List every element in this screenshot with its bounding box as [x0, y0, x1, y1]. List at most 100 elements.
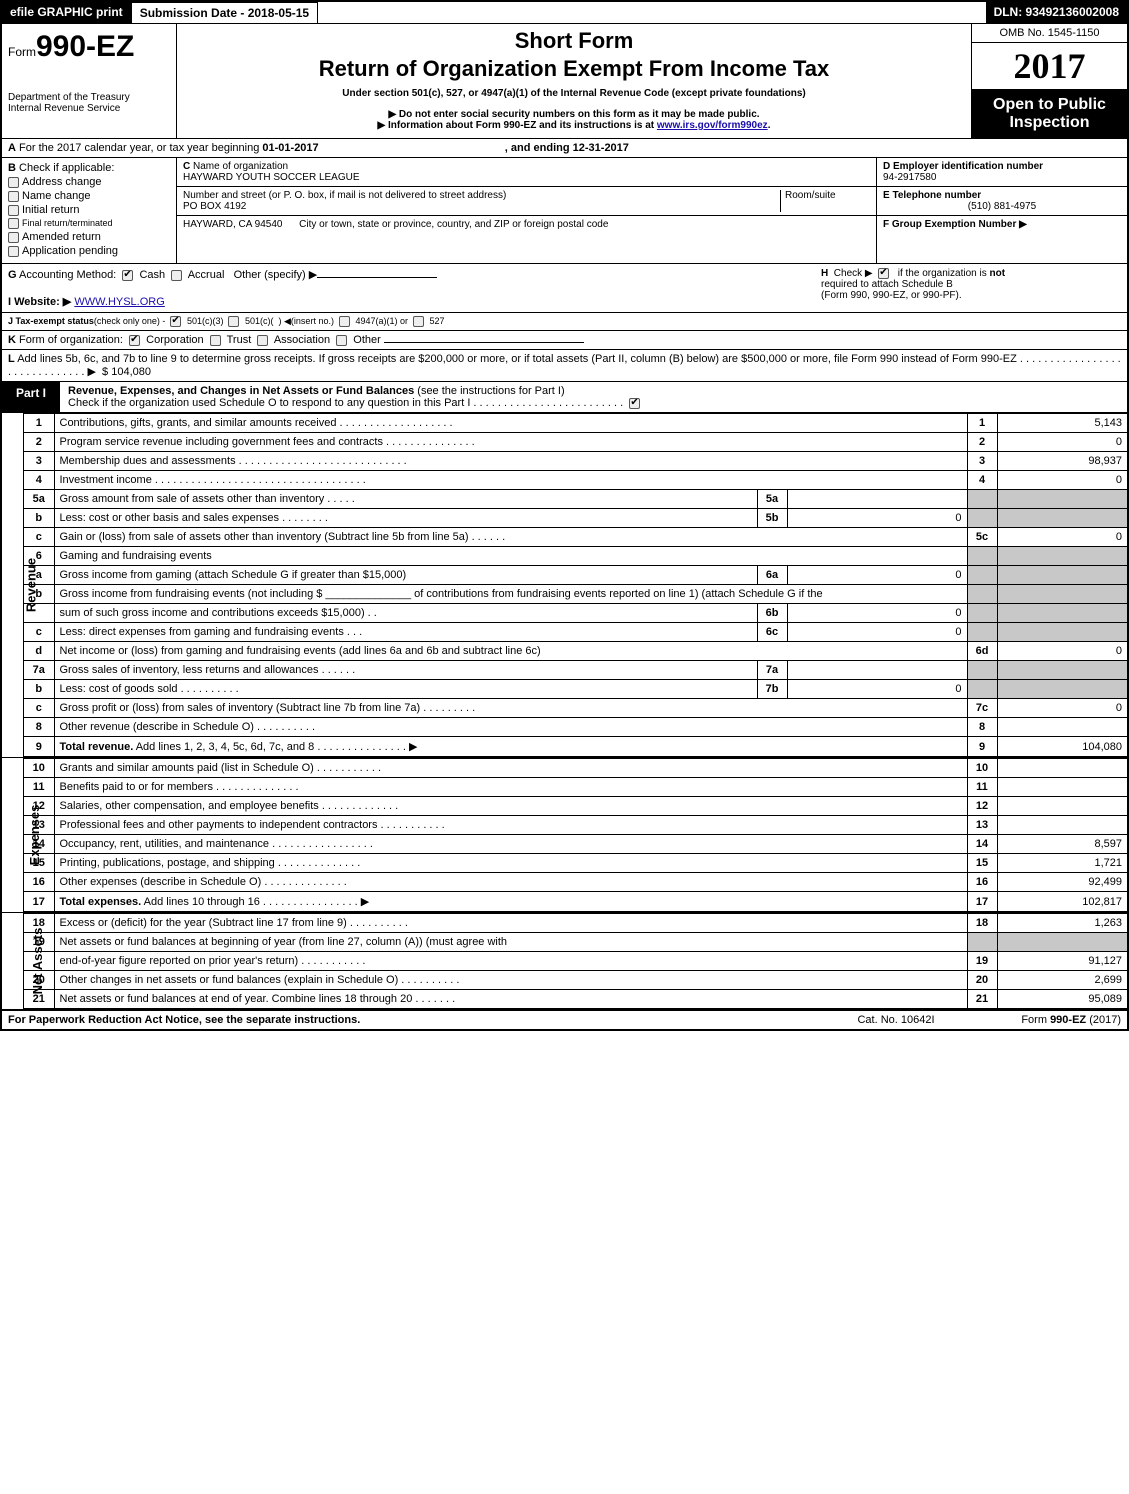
h-not: not — [989, 268, 1005, 279]
check-name-change[interactable]: Name change — [8, 190, 170, 202]
check-address-change[interactable]: Address change — [8, 176, 170, 188]
part-i-subline: Check if the organization used Schedule … — [68, 397, 623, 409]
big-value: 91,127 — [997, 952, 1127, 971]
big-line-number: 4 — [967, 471, 997, 490]
big-line-number: 3 — [967, 452, 997, 471]
instr2-link[interactable]: www.irs.gov/form990ez — [657, 120, 768, 131]
netassets-section: Net Assets 18Excess or (deficit) for the… — [2, 913, 1127, 1011]
big-line-number: 21 — [967, 990, 997, 1009]
revenue-label-text: Revenue — [24, 558, 39, 612]
check-application-pending[interactable]: Application pending — [8, 245, 170, 257]
big-line-number — [967, 604, 997, 623]
efile-badge: efile GRAPHIC print — [2, 2, 131, 24]
line-a-mid: , and ending — [505, 142, 573, 154]
small-value — [787, 661, 967, 680]
footer-row: For Paperwork Reduction Act Notice, see … — [2, 1011, 1127, 1029]
table-row: 3Membership dues and assessments . . . .… — [24, 452, 1127, 471]
big-value — [997, 566, 1127, 585]
small-value: 0 — [787, 623, 967, 642]
checkbox-icon[interactable] — [122, 270, 133, 281]
big-line-number — [967, 680, 997, 699]
small-value: 0 — [787, 509, 967, 528]
checkbox-icon[interactable] — [170, 316, 181, 327]
instr-1: ▶ Do not enter social security numbers o… — [187, 109, 961, 120]
big-line-number: 12 — [967, 797, 997, 816]
line-number: c — [24, 699, 54, 718]
netassets-side-label: Net Assets — [2, 913, 24, 1009]
checkbox-icon[interactable] — [210, 335, 221, 346]
line-number: 10 — [24, 759, 54, 778]
big-line-number: 13 — [967, 816, 997, 835]
main-title: Return of Organization Exempt From Incom… — [187, 56, 961, 82]
table-row: 5aGross amount from sale of assets other… — [24, 490, 1127, 509]
big-line-number — [967, 623, 997, 642]
table-row: cGain or (loss) from sale of assets othe… — [24, 528, 1127, 547]
line-description: Gross amount from sale of assets other t… — [54, 490, 757, 509]
header-right: OMB No. 1545-1150 2017 Open to Public In… — [972, 24, 1127, 138]
checkbox-icon[interactable] — [129, 335, 140, 346]
topbar-spacer — [318, 2, 985, 24]
checkbox-icon — [8, 232, 19, 243]
big-line-number: 20 — [967, 971, 997, 990]
line-description: end-of-year figure reported on prior yea… — [54, 952, 967, 971]
table-row: 6Gaming and fundraising events — [24, 547, 1127, 566]
instr-2: ▶ Information about Form 990-EZ and its … — [187, 120, 961, 131]
c-room-label: Room/suite — [785, 190, 836, 201]
website-link[interactable]: WWW.HYSL.ORG — [74, 296, 164, 308]
big-line-number — [967, 490, 997, 509]
instr2-post: . — [768, 120, 771, 131]
big-line-number — [967, 661, 997, 680]
footer-mid: Cat. No. 10642I — [821, 1014, 971, 1026]
table-row: 8Other revenue (describe in Schedule O) … — [24, 718, 1127, 737]
form-big: 990-EZ — [36, 30, 134, 63]
check-final-return[interactable]: Final return/terminated — [8, 218, 170, 229]
netassets-table: 18Excess or (deficit) for the year (Subt… — [24, 913, 1127, 1009]
checkbox-icon[interactable] — [257, 335, 268, 346]
k-trust: Trust — [227, 334, 252, 346]
d-label: D Employer identification number — [883, 161, 1043, 172]
check-initial-return[interactable]: Initial return — [8, 204, 170, 216]
checkbox-icon[interactable] — [228, 316, 239, 327]
big-line-number: 15 — [967, 854, 997, 873]
e-value: (510) 881-4975 — [883, 201, 1121, 212]
dept-treasury: Department of the Treasury — [8, 92, 170, 103]
small-line-number: 5b — [757, 509, 787, 528]
small-value — [787, 490, 967, 509]
big-value: 0 — [997, 642, 1127, 661]
row-h: H Check ▶ if the organization is not req… — [821, 268, 1121, 308]
big-line-number: 7c — [967, 699, 997, 718]
checkbox-icon[interactable] — [878, 268, 889, 279]
check-amended-return[interactable]: Amended return — [8, 231, 170, 243]
part-i-title: Revenue, Expenses, and Changes in Net As… — [60, 382, 1127, 412]
big-value: 102,817 — [997, 892, 1127, 912]
line-description: Investment income . . . . . . . . . . . … — [54, 471, 967, 490]
k-corp: Corporation — [146, 334, 203, 346]
checkbox-icon[interactable] — [339, 316, 350, 327]
checkbox-icon[interactable] — [336, 335, 347, 346]
big-value: 98,937 — [997, 452, 1127, 471]
big-line-number: 16 — [967, 873, 997, 892]
g-label: G — [8, 269, 17, 281]
big-value: 0 — [997, 699, 1127, 718]
k-other-input[interactable] — [384, 342, 584, 343]
checkbox-icon[interactable] — [629, 398, 640, 409]
table-row: aGross income from gaming (attach Schedu… — [24, 566, 1127, 585]
checkbox-icon[interactable] — [171, 270, 182, 281]
big-value: 0 — [997, 433, 1127, 452]
table-row: 19Net assets or fund balances at beginni… — [24, 933, 1127, 952]
header-left: Form990-EZ Department of the Treasury In… — [2, 24, 177, 138]
c-addr-value: PO BOX 4192 — [183, 201, 246, 212]
section-bcdef: B Check if applicable: Address change Na… — [2, 158, 1127, 264]
section-c: C Name of organization HAYWARD YOUTH SOC… — [177, 158, 877, 263]
line-description: Grants and similar amounts paid (list in… — [54, 759, 967, 778]
big-value: 104,080 — [997, 737, 1127, 757]
checkbox-icon — [8, 191, 19, 202]
footer-right: Form 990-EZ (2017) — [971, 1014, 1121, 1026]
g-other-input[interactable] — [317, 277, 437, 278]
line-description: Less: cost of goods sold . . . . . . . .… — [54, 680, 757, 699]
revenue-section: Revenue 1Contributions, gifts, grants, a… — [2, 413, 1127, 758]
checkbox-icon[interactable] — [413, 316, 424, 327]
checkbox-icon — [8, 177, 19, 188]
check-label: Final return/terminated — [22, 218, 113, 228]
g-other: Other (specify) ▶ — [234, 269, 318, 281]
